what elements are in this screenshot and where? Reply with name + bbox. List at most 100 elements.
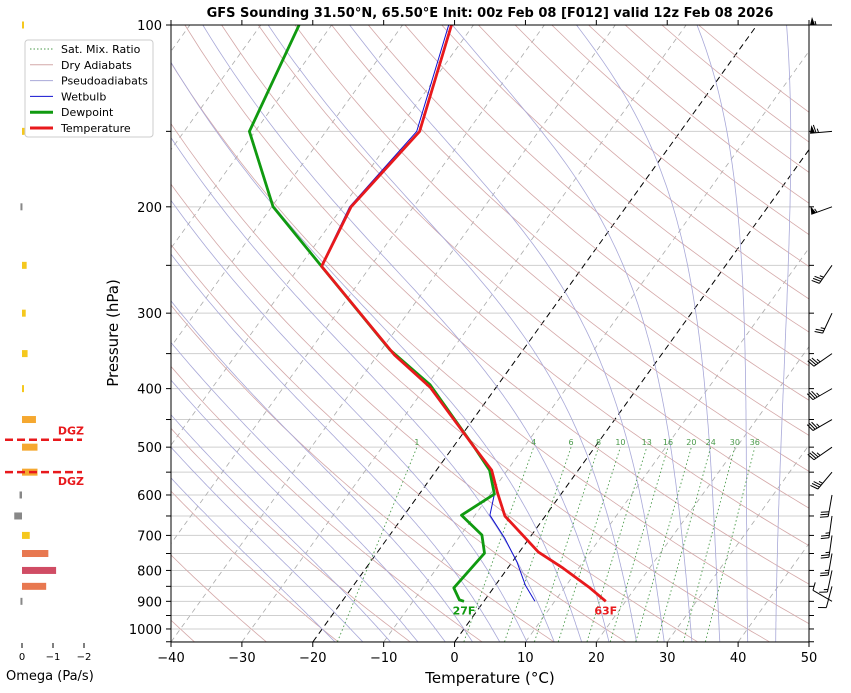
highlight-isotherm	[454, 148, 809, 642]
x-tick-label: −30	[228, 651, 255, 666]
wind-barb	[814, 312, 833, 334]
barb-shaft	[827, 553, 833, 576]
legend-entry: Sat. Mix. Ratio	[61, 43, 141, 56]
isotherm-line	[596, 345, 809, 642]
mixing-ratio-label: 4	[531, 438, 536, 447]
isotherm-line	[525, 247, 809, 642]
profiles	[247, 25, 607, 603]
mixing-ratio-label: 13	[642, 438, 652, 447]
y-tick-label: 300	[137, 307, 162, 322]
plot-frame	[170, 24, 810, 643]
dewpoint-line	[247, 25, 496, 603]
wind-barb	[810, 206, 833, 215]
dry-adiabat	[171, 365, 483, 642]
wind-barb	[810, 124, 833, 134]
barb-feather	[820, 572, 829, 574]
omega-bar	[22, 566, 57, 574]
isotherm-line	[171, 25, 474, 446]
omega-axis-label: Omega (Pa/s)	[6, 669, 94, 684]
barb-feather	[821, 534, 830, 537]
surface-dewpoint-label: 27F	[453, 604, 476, 617]
dry-adiabat	[221, 25, 809, 547]
dry-adiabat	[171, 304, 555, 642]
wind-barb	[806, 388, 833, 401]
barb-feather	[820, 537, 829, 540]
omega-bar	[20, 597, 23, 605]
wind-barb	[820, 515, 833, 540]
wind-barb	[810, 471, 833, 490]
dgz-label: DGZ	[58, 425, 84, 438]
dry-adiabat	[171, 554, 267, 642]
barb-feather	[806, 424, 814, 431]
barb-shaft	[825, 586, 833, 608]
wind-barb	[819, 553, 833, 577]
omega-bar	[22, 531, 30, 539]
barb-half-feather	[814, 208, 818, 213]
y-tick-label: 700	[137, 529, 162, 544]
mixing-ratio-line	[463, 447, 535, 642]
surface-temperature-label: 63F	[594, 604, 617, 617]
pseudoadiabat	[202, 25, 610, 642]
barb-shaft	[827, 494, 833, 517]
omega-bar	[22, 550, 49, 558]
barb-feather	[809, 422, 816, 430]
isotherm-line	[171, 25, 403, 348]
barb-shaft	[810, 130, 833, 134]
pseudoadiabat	[171, 379, 419, 642]
barb-feather	[820, 513, 829, 516]
barb-shaft	[822, 312, 833, 334]
barb-shaft	[812, 589, 833, 602]
omega-panel: DGZ DGZ 0 −1 −2	[5, 21, 91, 663]
barb-shaft	[826, 570, 833, 593]
x-tick-label: 30	[659, 651, 676, 666]
barb-feather	[812, 277, 821, 282]
pseudoadiabat	[171, 477, 336, 642]
dry-adiabat	[171, 122, 770, 642]
barb-shaft	[813, 446, 833, 461]
omega-x-tick-label: 0	[19, 652, 25, 663]
barb-half-feather	[820, 327, 825, 330]
pseudoadiabat	[171, 341, 446, 642]
wind-barb	[810, 17, 832, 26]
wind-barb	[807, 446, 833, 461]
omega-bar	[22, 21, 24, 29]
mixing-ratio-label: 36	[750, 438, 760, 447]
mixing-ratio-line	[656, 447, 712, 642]
y-tick-label: 100	[137, 19, 162, 34]
dry-adiabat	[404, 25, 809, 367]
barb-half-feather	[816, 358, 821, 363]
pseudoadiabat	[696, 25, 749, 642]
pseudoadiabat	[349, 25, 665, 642]
legend-entry: Temperature	[60, 122, 131, 135]
barb-feather	[820, 511, 830, 513]
omega-bar	[22, 309, 26, 317]
barb-shaft	[812, 388, 833, 401]
barb-feather	[811, 357, 819, 364]
dry-adiabat	[698, 25, 809, 113]
barb-flag	[810, 125, 816, 134]
dry-adiabat	[331, 25, 809, 436]
x-axis-label: Temperature (°C)	[424, 669, 554, 687]
barb-shaft	[828, 515, 833, 538]
dry-adiabat	[551, 25, 809, 236]
x-tick-label: −40	[157, 651, 184, 666]
pseudoadiabat	[451, 25, 693, 642]
barb-shaft	[812, 419, 833, 431]
mixing-ratio-line	[504, 447, 572, 642]
barb-shaft	[811, 206, 833, 215]
y-tick-label: 800	[137, 564, 162, 579]
barb-half-feather	[816, 392, 820, 397]
omega-bar	[22, 261, 27, 269]
mixing-ratio-line	[635, 447, 692, 642]
barb-shaft	[813, 353, 833, 367]
pseudoadiabat	[576, 25, 721, 642]
isotherm-line	[737, 542, 809, 642]
barb-feather	[806, 393, 814, 400]
barb-feather	[812, 124, 817, 133]
pseudoadiabat	[171, 137, 555, 642]
x-tick-label: 20	[588, 651, 605, 666]
axes: 63F27F1002003004005006007008009001000−40…	[129, 19, 817, 666]
wind-barb	[820, 535, 833, 559]
omega-bar	[22, 127, 25, 135]
barb-feather	[810, 484, 819, 490]
